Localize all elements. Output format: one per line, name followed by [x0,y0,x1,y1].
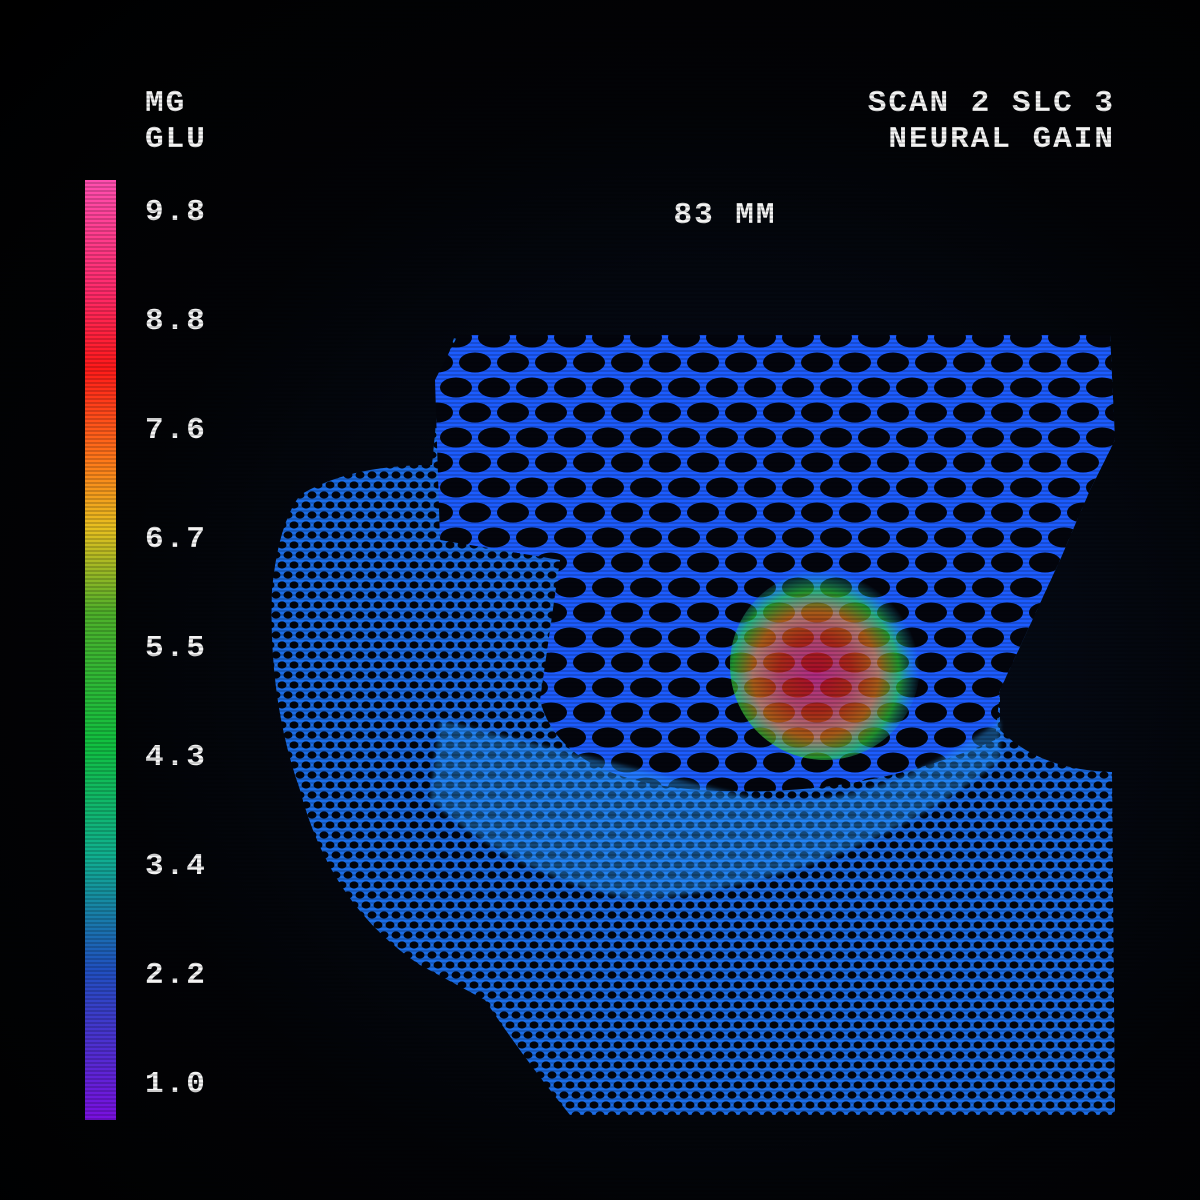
scale-label: 5.5 [145,631,207,666]
scale-label: 3.4 [145,849,207,884]
scan-label: SCAN 2 SLC 3 [868,86,1115,121]
scale-label: 8.8 [145,304,207,339]
color-bar [85,180,116,1120]
hotspot-mesh [730,570,920,760]
scale-label: 1.0 [145,1067,207,1102]
scan-label: NEURAL GAIN [888,122,1115,157]
mesh-upper [435,335,1115,792]
depth-label: 83 MM [673,198,776,233]
scale-label: 9.8 [145,195,207,230]
scale-label: 4.3 [145,740,207,775]
scale-labels: 9.8 8.8 7.6 6.7 5.5 4.3 3.4 2.2 1.0 [145,195,207,1102]
scale-label: 2.2 [145,958,207,993]
scale-label: 6.7 [145,522,207,557]
unit-label: GLU [145,122,207,157]
mesh [271,335,1115,1115]
scale-label: 7.6 [145,413,207,448]
unit-label: MG [145,86,186,121]
mesh-fold [430,720,1000,900]
